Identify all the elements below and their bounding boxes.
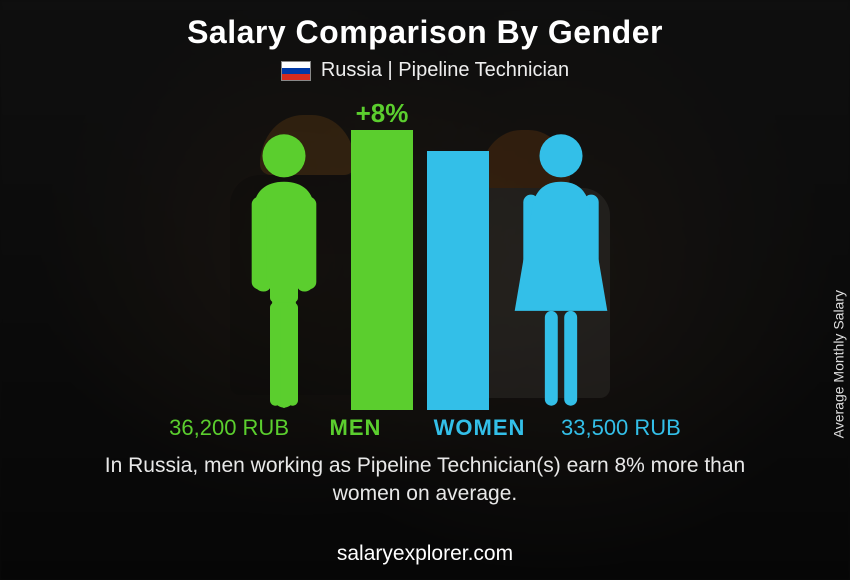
labels-row: 36,200 RUB MEN WOMEN 33,500 RUB bbox=[0, 415, 850, 441]
description-text: In Russia, men working as Pipeline Techn… bbox=[80, 452, 770, 509]
label-women: WOMEN bbox=[422, 415, 537, 441]
country-name: Russia bbox=[321, 59, 382, 81]
bar-men: +8% bbox=[351, 130, 413, 410]
woman-icon bbox=[501, 130, 621, 410]
footer-site: salaryexplorer.com bbox=[0, 542, 850, 566]
page-title: Salary Comparison By Gender bbox=[0, 0, 850, 51]
subtitle-text: Russia | Pipeline Technician bbox=[321, 59, 569, 82]
subtitle-row: Russia | Pipeline Technician bbox=[0, 59, 850, 82]
subtitle-separator: | bbox=[382, 59, 398, 81]
salary-women: 33,500 RUB bbox=[561, 415, 726, 441]
group-men: +8% bbox=[229, 130, 413, 410]
salary-men: 36,200 RUB bbox=[124, 415, 289, 441]
flag-icon bbox=[281, 61, 311, 81]
job-title: Pipeline Technician bbox=[398, 59, 569, 81]
group-women bbox=[427, 130, 621, 410]
man-icon bbox=[229, 130, 339, 410]
chart-area: +8% bbox=[0, 100, 850, 410]
bar-women bbox=[427, 151, 489, 410]
y-axis-label: Average Monthly Salary bbox=[830, 290, 846, 438]
delta-label: +8% bbox=[356, 98, 409, 129]
label-men: MEN bbox=[313, 415, 398, 441]
